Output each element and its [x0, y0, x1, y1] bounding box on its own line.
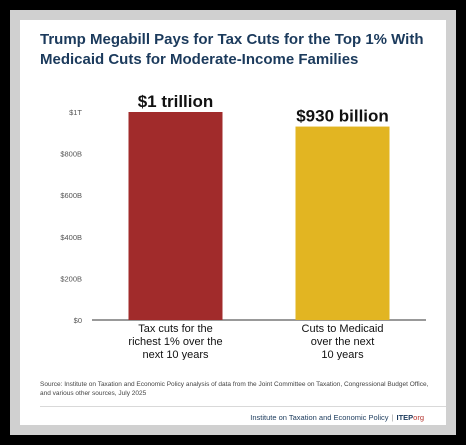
bar-chart: $0 $200B $400B $600B $800B $1T $1 trillion Tax … [60, 92, 426, 360]
category-label: Tax cuts for the [138, 323, 213, 335]
itep-logo-suffix: org [413, 413, 424, 422]
bar-value-label: $930 billion [296, 107, 389, 126]
bar [128, 112, 223, 320]
category-label: next 10 years [142, 349, 209, 360]
category-label: richest 1% over the [128, 336, 222, 348]
chart-title: Trump Megabill Pays for Tax Cuts for the… [40, 31, 424, 68]
category-label: over the next [311, 336, 375, 348]
source-note: Source: Institute on Taxation and Econom… [40, 381, 429, 397]
bar [295, 126, 390, 320]
chart-card: Trump Megabill Pays for Tax Cuts for the… [20, 20, 446, 425]
y-tick-label: $400B [60, 233, 82, 242]
footer: Institute on Taxation and Economic Polic… [250, 413, 424, 422]
footer-org[interactable]: Institute on Taxation and Economic Polic… [250, 413, 389, 422]
footer-separator: | [391, 413, 394, 422]
itep-logo[interactable]: ITEP [396, 413, 414, 422]
y-tick-label: $600B [60, 191, 82, 200]
footer-divider [40, 406, 446, 407]
y-tick-label: $200B [60, 274, 82, 283]
category-label: Cuts to Medicaid [302, 323, 384, 335]
y-tick-label: $0 [74, 316, 82, 325]
y-tick-label: $800B [60, 150, 82, 159]
y-tick-label: $1T [69, 108, 82, 117]
bar-value-label: $1 trillion [138, 92, 214, 111]
category-label: 10 years [321, 349, 364, 360]
